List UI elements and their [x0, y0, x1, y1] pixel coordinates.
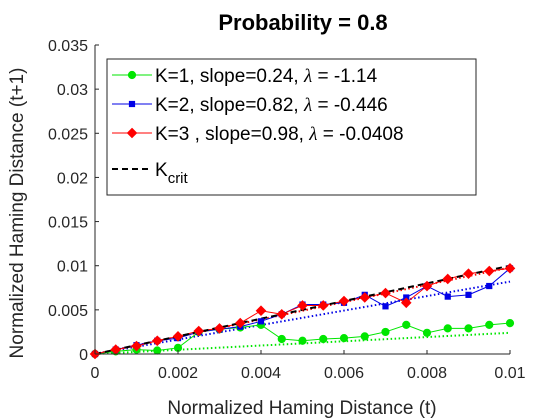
y-axis-title: Normalized Haming Distance (t+1) [7, 68, 28, 359]
y-tick-label: 0.02 [57, 170, 88, 187]
chart-title: Probability = 0.8 [218, 10, 387, 35]
series-3-point [151, 335, 163, 347]
series-2-point [257, 318, 265, 325]
y-tick-label: 0.025 [48, 126, 88, 143]
series-1-point [443, 324, 452, 333]
series-3-point [504, 263, 516, 274]
series-3-point [214, 323, 225, 334]
legend-label-main: K [155, 160, 168, 181]
fit-line-series-1 [94, 331, 511, 355]
series-3-point [131, 340, 142, 352]
series-3-point [421, 280, 433, 292]
series-1-point [505, 319, 515, 328]
legend-label-suffix: = -0.446 [312, 95, 388, 116]
legend-label-prefix: K=3 , slope=0.98, [155, 124, 309, 145]
series-3-point [276, 308, 288, 320]
legend-label-prefix: K=1, slope=0.24, [155, 66, 304, 87]
series-1-point [464, 324, 473, 333]
legend-label-suffix: = -0.0408 [317, 124, 403, 145]
series-3-point [297, 300, 308, 311]
y-tick-label: 0.03 [57, 82, 88, 99]
series-1-point [381, 327, 390, 337]
series-3-point [317, 300, 329, 311]
plot-area [89, 263, 516, 360]
x-axis-title: Normalized Haming Distance (t) [167, 398, 436, 419]
x-tick-label: 0 [91, 365, 100, 382]
axes: 0 0.002 0.004 0.006 0.008 0.01 0 0.005 0.01 0.015… [48, 38, 526, 382]
series-2-point [486, 282, 493, 290]
legend-label-suffix: = -1.14 [312, 66, 377, 87]
legend-swatch-marker [127, 70, 137, 80]
legend-label-lambda: λ [308, 124, 317, 145]
legend-item: K=2, slope=0.82, λ = -0.446 [112, 95, 388, 116]
series-2-point [465, 291, 472, 298]
series-3-point [338, 295, 350, 307]
series-3-point [442, 273, 454, 285]
series-1-point [339, 334, 349, 343]
series-1-point [422, 328, 432, 337]
legend-label: K=3 , slope=0.98, λ = -0.0408 [155, 124, 404, 145]
y-tick-label: 0.015 [48, 215, 88, 232]
x-tick-label: 0.002 [158, 365, 198, 382]
legend-label-prefix: K=2, slope=0.82, [155, 95, 304, 116]
x-tick-label: 0.01 [494, 365, 525, 382]
legend-item: K=1, slope=0.24, λ = -1.14 [112, 66, 378, 87]
series-3-point [359, 292, 371, 303]
series-3-point [463, 268, 474, 279]
legend-label: Kcrit [155, 160, 189, 187]
legend-label-lambda: λ [303, 66, 312, 87]
y-tick-label: 0.035 [48, 38, 88, 55]
legend-label: K=1, slope=0.24, λ = -1.14 [155, 66, 378, 87]
y-tick-label: 0.01 [57, 259, 88, 276]
series-3-point [172, 331, 184, 342]
x-tick-label: 0.006 [324, 365, 364, 382]
series-1-point [402, 320, 411, 329]
x-tick-label: 0.004 [241, 365, 281, 382]
series-2-point [382, 303, 389, 310]
series-3-point [193, 325, 205, 337]
series-1-point [277, 334, 286, 344]
series-1-point [360, 332, 369, 341]
legend-box [106, 58, 477, 196]
legend: K=1, slope=0.24, λ = -1.14 K=2, slope=0.8… [106, 58, 477, 196]
series-3-point [380, 287, 391, 299]
x-tick-label: 0.008 [407, 365, 447, 382]
series-2-point [444, 293, 451, 300]
legend-label: K=2, slope=0.82, λ = -0.446 [155, 95, 388, 116]
series-1-point [319, 334, 328, 344]
legend-swatch-marker [126, 127, 138, 139]
series-1-point [298, 336, 307, 345]
y-tick-label: 0.005 [48, 303, 88, 320]
y-tick-label: 0 [79, 347, 88, 364]
legend-label-lambda: λ [303, 95, 312, 116]
series-3-point [400, 297, 412, 309]
series-1-point [485, 320, 494, 329]
series-3-point [483, 265, 495, 277]
legend-label-subscript: crit [168, 170, 189, 187]
legend-item: Kcrit [112, 160, 189, 187]
legend-swatch-marker [128, 100, 136, 108]
series-3-point [234, 317, 246, 329]
legend-item: K=3 , slope=0.98, λ = -0.0408 [112, 124, 404, 145]
fit-line-series-3 [94, 266, 511, 355]
series-3-point [255, 305, 267, 317]
series-1-point [153, 346, 162, 355]
